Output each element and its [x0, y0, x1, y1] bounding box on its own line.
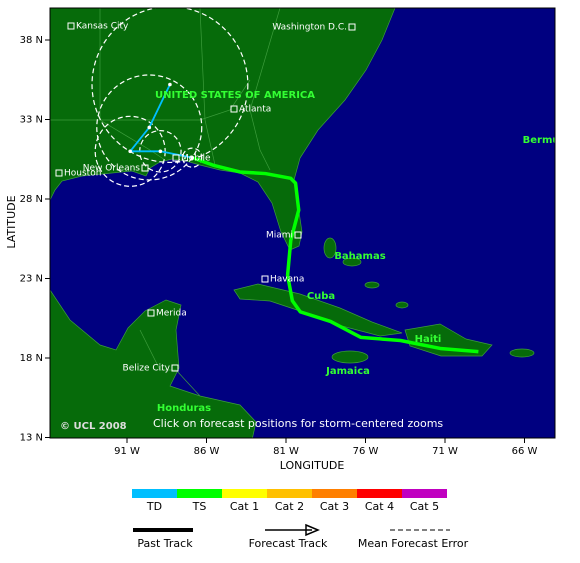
legend-swatch: [357, 489, 402, 498]
legend-line-label: Mean Forecast Error: [358, 537, 469, 550]
place-label: Havana: [270, 275, 304, 285]
y-tick-label: 23 N: [20, 274, 43, 285]
place-label: Mobile: [181, 154, 211, 164]
place-marker: [171, 364, 179, 372]
legend-category: TD: [146, 500, 162, 513]
legend-category: Cat 2: [275, 500, 304, 513]
x-tick-label: 71 W: [432, 446, 458, 457]
forecast-point: [190, 155, 194, 160]
y-tick-label: 13 N: [20, 433, 43, 444]
legend-swatch: [267, 489, 312, 498]
place-marker: [261, 275, 269, 283]
region-label: Honduras: [157, 403, 211, 414]
place-label: New Orleans: [83, 164, 141, 174]
legend-category: Cat 3: [320, 500, 349, 513]
place-marker: [141, 164, 149, 172]
place-label: Belize City: [123, 364, 171, 374]
legend-category: TS: [192, 500, 207, 513]
place-label: Kansas City: [76, 22, 129, 32]
copyright: © UCL 2008: [60, 421, 127, 432]
map-frame: [49, 7, 556, 439]
place-marker: [294, 231, 302, 239]
note: Click on forecast positions for storm-ce…: [153, 417, 443, 430]
legend-category: Cat 5: [410, 500, 439, 513]
legend-line-label: Forecast Track: [249, 537, 328, 550]
y-tick-label: 18 N: [20, 353, 43, 364]
region-label: Jamaica: [325, 366, 370, 377]
legend-category: Cat 4: [365, 500, 394, 513]
legend-swatch: [177, 489, 222, 498]
legend-category: Cat 1: [230, 500, 259, 513]
y-axis-label: LATITUDE: [5, 195, 18, 248]
region-label: Cuba: [307, 291, 335, 302]
region-label: UNITED STATES OF AMERICA: [155, 90, 315, 101]
place-marker: [230, 105, 238, 113]
region-label: Bahamas: [334, 251, 385, 262]
forecast-error-circle: [96, 74, 203, 181]
x-tick-label: 66 W: [512, 446, 538, 457]
legend-line-label: Past Track: [137, 537, 193, 550]
forecast-error-circle: [91, 8, 249, 164]
legend-swatch: [222, 489, 267, 498]
forecast-point: [168, 82, 172, 87]
place-marker: [172, 154, 180, 162]
forecast-point: [158, 149, 163, 154]
place-label: Merida: [156, 309, 187, 319]
place-label: Miami: [266, 231, 293, 241]
legend-swatch: [312, 489, 357, 498]
forecast-error-circle: [182, 147, 203, 168]
land: [50, 8, 535, 438]
forecast-error-circle: [94, 115, 166, 187]
place-marker: [348, 23, 356, 31]
map-layer: Kansas City Washington D.C. Atlanta Mobile N…: [50, 8, 574, 438]
place-marker: [147, 309, 155, 317]
x-tick-label: 86 W: [194, 446, 220, 457]
forecast-point: [128, 149, 132, 154]
place-marker: [55, 169, 63, 177]
forecast-point: [147, 125, 152, 130]
place-marker: [67, 22, 75, 30]
legend-swatch: [402, 489, 447, 498]
legend-forecast-arrow: [305, 523, 320, 537]
legend-swatch: [132, 489, 177, 498]
place-label: Houston: [64, 169, 101, 179]
past-track: [191, 156, 479, 354]
region-label: Haiti: [415, 334, 442, 345]
y-tick-label: 33 N: [20, 115, 43, 126]
y-tick-label: 38 N: [20, 35, 43, 46]
x-tick-label: 81 W: [273, 446, 299, 457]
region-label: Bermuda: [523, 135, 574, 146]
place-label: Washington D.C.: [272, 23, 347, 33]
place-label: Atlanta: [239, 105, 271, 115]
x-tick-label: 76 W: [353, 446, 379, 457]
x-tick-label: 91 W: [114, 446, 140, 457]
x-axis-label: LONGITUDE: [280, 459, 345, 472]
y-tick-label: 28 N: [20, 194, 43, 205]
